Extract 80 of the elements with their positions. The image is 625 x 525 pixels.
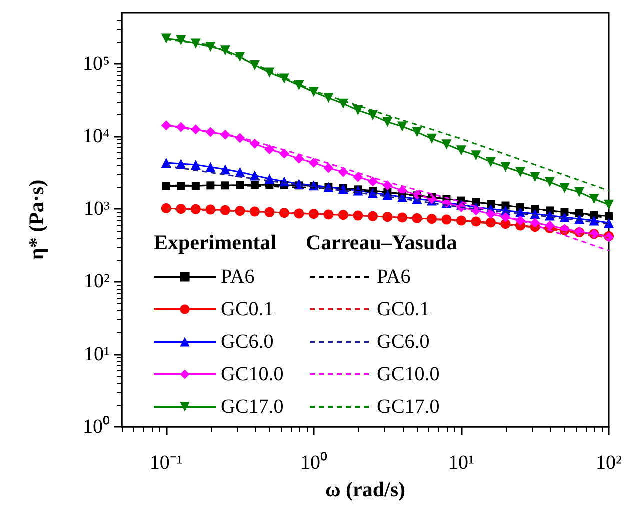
point [544,177,555,188]
point [250,181,259,190]
point [530,172,540,182]
point [161,34,172,44]
point [294,80,304,91]
point [190,160,201,170]
point [235,52,246,62]
point [589,194,600,204]
point [471,206,482,216]
point [368,110,378,121]
point [604,200,614,210]
y-tick-label: 10⁵ [83,52,110,75]
point [190,38,201,49]
point [442,140,452,150]
point [264,174,275,184]
point [382,180,393,191]
point [220,46,230,56]
point [308,158,319,168]
point [279,208,290,218]
point [544,220,555,231]
point [574,187,584,198]
y-tick-label: 10² [84,270,110,293]
legend-title: Experimental [154,230,277,254]
legend-label: GC6.0 [221,331,274,353]
point [221,182,230,190]
point [338,167,348,178]
point [500,162,511,172]
y-tick-label: 10⁴ [83,125,110,148]
point [279,148,290,159]
point [206,42,216,52]
point [486,157,496,168]
point [161,203,172,214]
point [604,218,614,228]
legend-label: GC17.0 [377,396,440,418]
point [190,204,201,214]
point [206,182,215,190]
point [353,172,364,182]
point [177,182,186,190]
legend-label: PA6 [221,266,255,288]
point [308,209,319,220]
point [544,210,555,221]
point [397,122,408,132]
legend-label: GC0.1 [377,298,430,320]
x-axis-title: ω (rad/s) [325,478,406,502]
legend-label: GC10.0 [377,364,440,386]
legend-label: GC6.0 [377,331,430,353]
point [324,93,334,104]
legend-label: PA6 [377,266,411,288]
x-tick-label: 10¹ [448,452,474,474]
point [206,162,216,172]
point [162,182,170,190]
y-tick-label: 10⁰ [83,415,110,438]
y-tick-label: 10³ [84,198,110,220]
point [560,183,570,194]
point [412,127,422,138]
point [264,144,275,155]
point [368,176,378,187]
x-tick-label: 10⁻¹ [150,452,183,474]
legend-label: GC10.0 [221,364,284,386]
point [308,87,319,98]
point [382,117,393,128]
x-tick-label: 10⁰ [300,451,328,474]
legend-label: GC17.0 [221,396,284,418]
point [324,163,334,174]
point [589,216,600,226]
y-axis-title: η* (Pa·s) [24,180,48,260]
point [456,146,466,156]
annotation: Carreau–Yasuda [306,230,458,254]
point [397,212,408,223]
point [235,206,246,216]
x-tick-label: 10² [596,452,622,474]
point [294,154,304,164]
point [560,212,570,222]
point [471,150,482,161]
point [353,106,364,116]
point [426,134,437,144]
legend-label: GC0.1 [221,298,274,320]
y-tick-label: 10¹ [84,343,110,366]
point [515,167,526,178]
point [176,36,186,46]
